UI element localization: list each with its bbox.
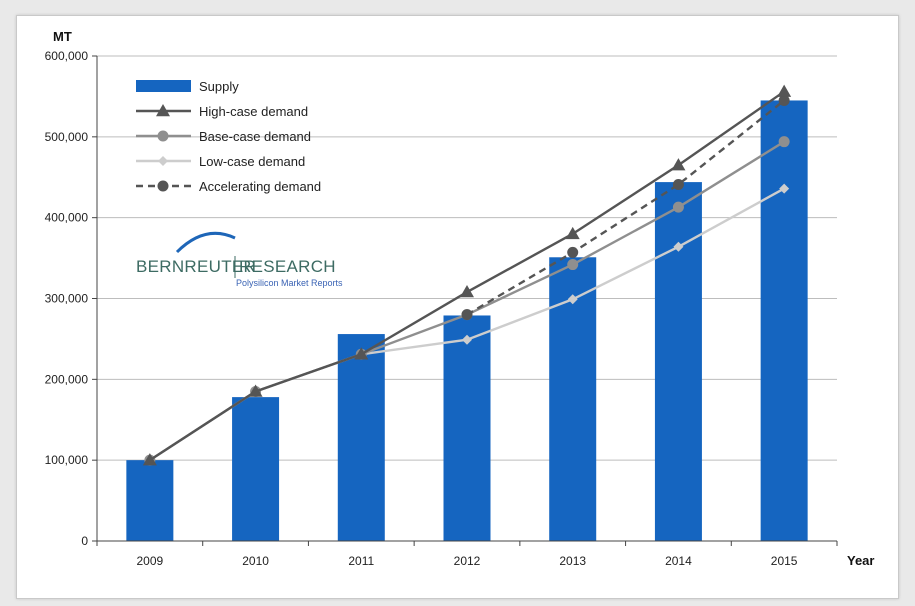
logo-text-research: RESEARCH (239, 257, 336, 276)
series-point (671, 158, 686, 171)
legend: Supply High-case demand Base-case demand Lo… (136, 79, 321, 194)
y-tick-label: 200,000 (45, 372, 89, 386)
grid-lines (97, 55, 837, 461)
supply-bar (760, 100, 808, 541)
legend-label: Supply (199, 79, 239, 94)
series-point (779, 183, 790, 194)
series-point (778, 94, 790, 106)
logo-arc (175, 231, 236, 254)
demand-lines (142, 84, 792, 466)
series-point (673, 241, 684, 252)
legend-marker (157, 130, 169, 142)
legend-marker (158, 156, 168, 166)
logo-tagline: Polysilicon Market Reports (236, 278, 343, 288)
legend-marker (157, 180, 169, 192)
series-point (460, 285, 474, 298)
series-point (567, 246, 579, 258)
y-tick-label: 300,000 (45, 292, 89, 306)
y-tick-label: 0 (81, 534, 88, 548)
series-point (462, 334, 472, 345)
y-tick-label: 600,000 (45, 49, 89, 63)
legend-marker (156, 104, 170, 117)
logo-text-bernreuter: BERNREUTER (136, 257, 256, 276)
legend-label: Accelerating demand (199, 179, 321, 194)
series-point (461, 309, 473, 321)
x-tick-label: 2011 (348, 554, 374, 568)
series-point (248, 384, 263, 397)
bernreuter-research-logo: BERNREUTER RESEARCH Polysilicon Market R… (136, 231, 343, 288)
x-tick-label: 2013 (559, 554, 586, 568)
y-tick-label: 100,000 (45, 453, 89, 467)
legend-label: Base-case demand (199, 129, 311, 144)
series-point (142, 453, 157, 466)
series-line (466, 99, 785, 316)
x-tick-label: 2012 (454, 554, 481, 568)
series-point (354, 347, 369, 360)
series-point (777, 84, 792, 97)
supply-bar (232, 397, 280, 541)
series-point (672, 179, 684, 191)
x-tick-label: 2014 (665, 554, 692, 568)
chart-frame: 0 100,000 200,000 300,000 400,000 500,000 600,… (16, 15, 899, 599)
x-tick-label: 2010 (242, 554, 269, 568)
legend-label: High-case demand (199, 104, 308, 119)
y-tick-label: 500,000 (45, 130, 89, 144)
x-tick-label: 2009 (137, 554, 164, 568)
legend-swatch (136, 80, 191, 92)
series-point (672, 201, 684, 213)
y-axis-title: MT (53, 29, 72, 44)
series-point (567, 259, 579, 271)
supply-bar (126, 460, 174, 541)
supply-bar (443, 315, 491, 541)
legend-label: Low-case demand (199, 154, 305, 169)
series-point (565, 226, 580, 240)
supply-bar (654, 182, 702, 541)
x-tick-label: 2015 (771, 554, 798, 568)
axes: 0 100,000 200,000 300,000 400,000 500,000 600,… (45, 49, 838, 568)
y-tick-label: 400,000 (45, 211, 89, 225)
chart-svg: 0 100,000 200,000 300,000 400,000 500,000 600,… (45, 29, 875, 568)
supply-bars (126, 100, 808, 541)
series-point (567, 294, 578, 305)
supply-bar (337, 334, 385, 541)
series-point (778, 136, 790, 148)
x-axis-title: Year (847, 553, 874, 568)
